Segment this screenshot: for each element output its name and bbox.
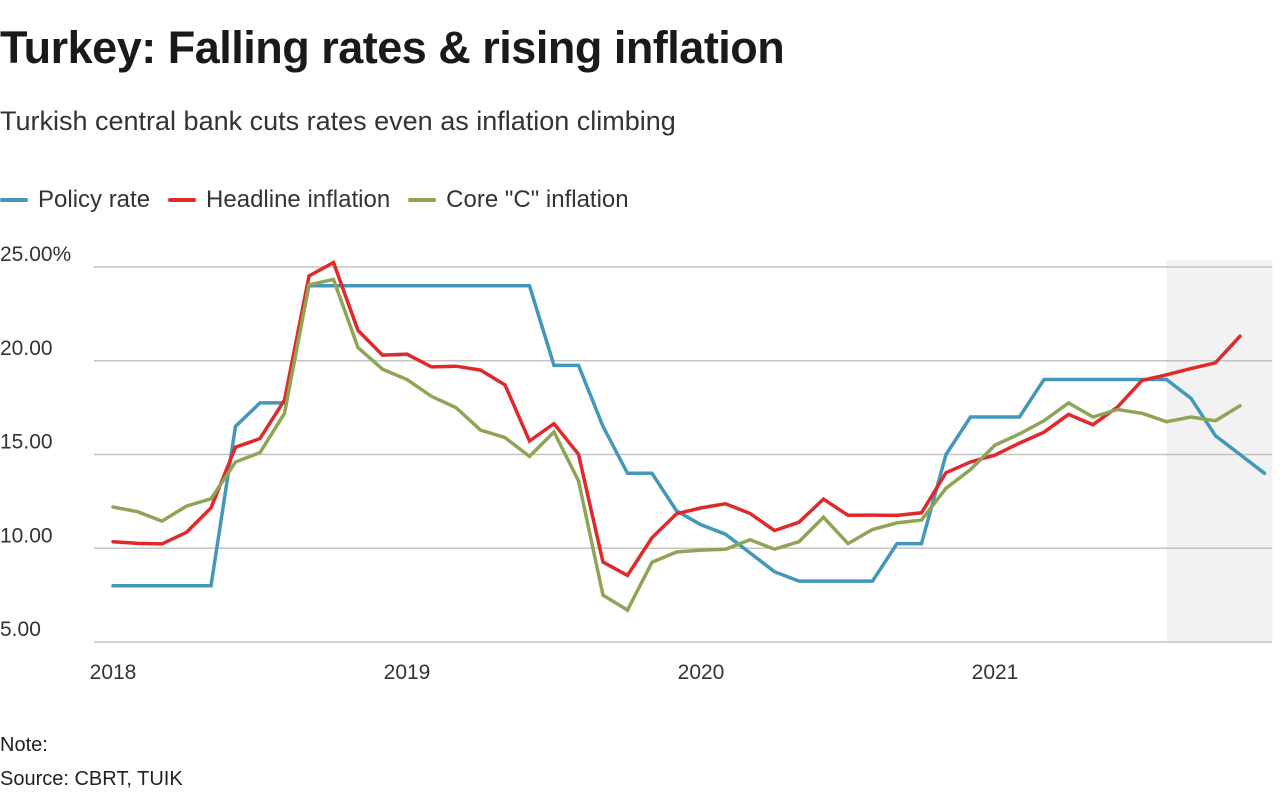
legend-swatch-policy-rate xyxy=(0,198,28,202)
legend-swatch-core-inflation xyxy=(408,198,437,202)
chart-title: Turkey: Falling rates & rising inflation xyxy=(0,22,785,73)
legend-item-headline-inflation: Headline inflation xyxy=(168,186,390,214)
x-tick-label: 2018 xyxy=(90,661,137,684)
legend-label: Policy rate xyxy=(38,186,151,213)
chart-subtitle: Turkish central bank cuts rates even as … xyxy=(0,106,676,136)
headline-inflation-line xyxy=(111,259,1242,578)
x-tick-label: 2021 xyxy=(972,661,1019,684)
legend-label: Core "C" inflation xyxy=(446,186,629,213)
highlight-band xyxy=(1166,260,1273,641)
source: Source: CBRT, TUIK xyxy=(0,768,183,790)
legend: Policy rate Headline inflation Core "C" … xyxy=(0,186,647,214)
policy-rate-line xyxy=(111,284,1267,588)
legend-item-core-inflation: Core "C" inflation xyxy=(408,186,629,214)
x-tick-label: 2019 xyxy=(384,661,431,684)
y-tick-label: 15.00 xyxy=(0,431,53,454)
x-tick-label: 2020 xyxy=(678,661,725,684)
y-tick-label: 25.00% xyxy=(0,243,71,266)
legend-label: Headline inflation xyxy=(206,186,391,213)
y-tick-label: 20.00 xyxy=(0,337,53,360)
legend-item-policy-rate: Policy rate xyxy=(0,186,150,214)
core-inflation-line xyxy=(111,277,1242,613)
legend-swatch-headline-inflation xyxy=(168,198,197,202)
y-tick-label: 5.00 xyxy=(0,618,41,641)
note: Note: xyxy=(0,734,48,756)
y-tick-label: 10.00 xyxy=(0,524,53,547)
